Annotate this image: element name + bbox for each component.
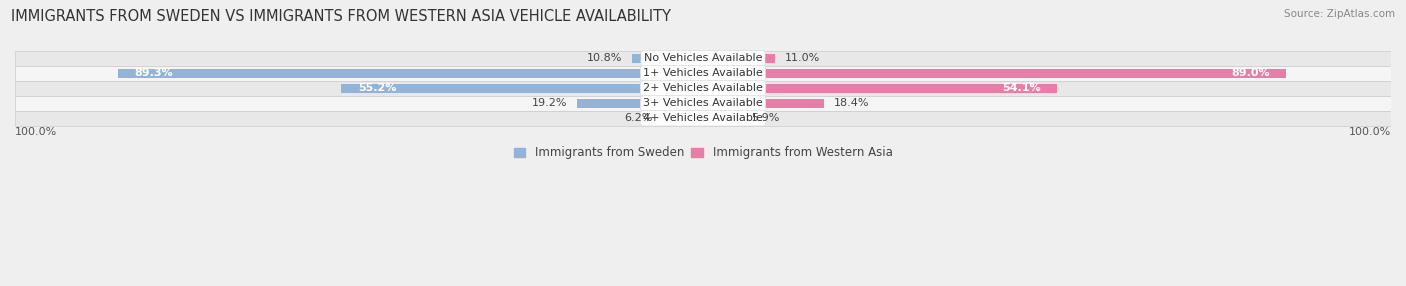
Text: 4+ Vehicles Available: 4+ Vehicles Available — [643, 113, 763, 123]
Legend: Immigrants from Sweden, Immigrants from Western Asia: Immigrants from Sweden, Immigrants from … — [509, 142, 897, 164]
Text: 19.2%: 19.2% — [531, 98, 568, 108]
Bar — [703, 114, 741, 123]
Text: 10.8%: 10.8% — [588, 53, 623, 63]
Bar — [633, 54, 703, 63]
Text: 11.0%: 11.0% — [785, 53, 820, 63]
Text: 100.0%: 100.0% — [1348, 128, 1391, 138]
Bar — [662, 114, 703, 123]
Text: 100.0%: 100.0% — [15, 128, 58, 138]
Text: 54.1%: 54.1% — [1002, 83, 1040, 93]
Text: IMMIGRANTS FROM SWEDEN VS IMMIGRANTS FROM WESTERN ASIA VEHICLE AVAILABILITY: IMMIGRANTS FROM SWEDEN VS IMMIGRANTS FRO… — [11, 9, 671, 23]
Text: Source: ZipAtlas.com: Source: ZipAtlas.com — [1284, 9, 1395, 19]
Text: 1+ Vehicles Available: 1+ Vehicles Available — [643, 68, 763, 78]
Bar — [15, 66, 1391, 81]
Bar — [15, 51, 1391, 66]
Text: 6.2%: 6.2% — [624, 113, 652, 123]
Text: 89.0%: 89.0% — [1232, 68, 1270, 78]
Bar — [578, 99, 703, 108]
Text: 5.9%: 5.9% — [751, 113, 780, 123]
Bar — [15, 81, 1391, 96]
Text: 3+ Vehicles Available: 3+ Vehicles Available — [643, 98, 763, 108]
Bar — [703, 99, 824, 108]
Bar — [703, 84, 1057, 93]
Bar — [118, 69, 703, 78]
Text: No Vehicles Available: No Vehicles Available — [644, 53, 762, 63]
Text: 18.4%: 18.4% — [834, 98, 869, 108]
Bar — [703, 69, 1286, 78]
Bar — [703, 54, 775, 63]
Bar — [15, 111, 1391, 126]
Bar — [342, 84, 703, 93]
Text: 2+ Vehicles Available: 2+ Vehicles Available — [643, 83, 763, 93]
Text: 55.2%: 55.2% — [357, 83, 396, 93]
Text: 89.3%: 89.3% — [134, 68, 173, 78]
Bar — [15, 96, 1391, 111]
